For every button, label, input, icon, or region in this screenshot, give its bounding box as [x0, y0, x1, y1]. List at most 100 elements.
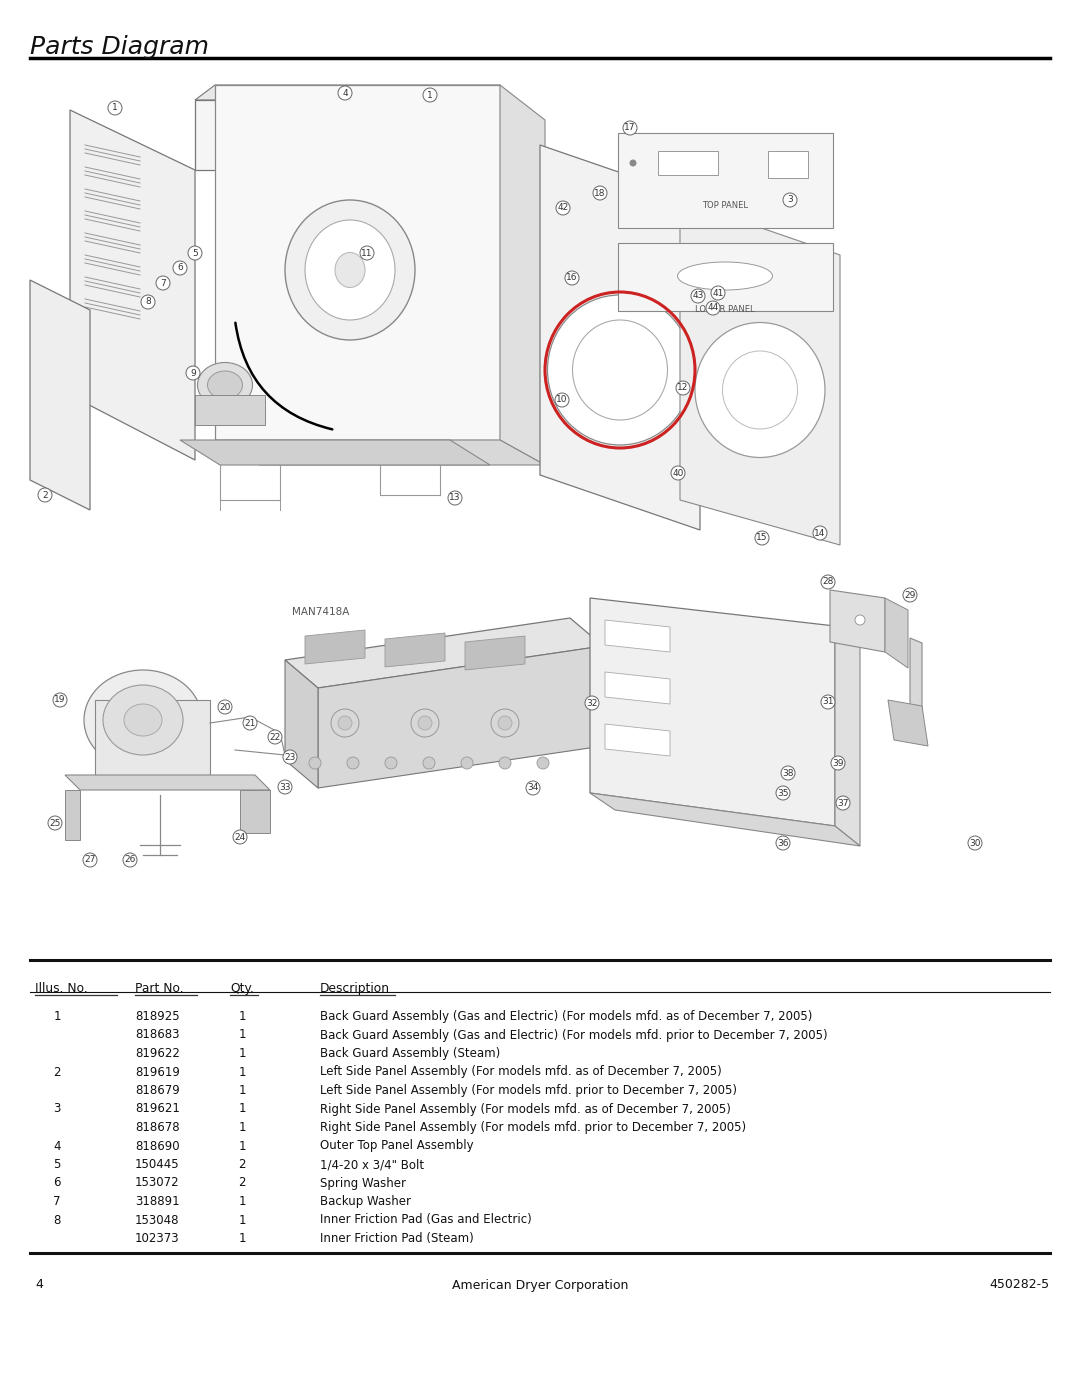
- Circle shape: [461, 757, 473, 768]
- Text: 33: 33: [280, 782, 291, 792]
- Ellipse shape: [84, 671, 202, 770]
- Circle shape: [755, 531, 769, 545]
- Polygon shape: [195, 85, 500, 101]
- Text: 7: 7: [160, 278, 166, 288]
- Text: 4: 4: [53, 1140, 60, 1153]
- Text: 34: 34: [527, 784, 539, 792]
- Text: 6: 6: [177, 264, 183, 272]
- Circle shape: [623, 122, 637, 136]
- Text: 10: 10: [556, 395, 568, 405]
- Circle shape: [268, 731, 282, 745]
- Circle shape: [448, 490, 462, 504]
- Text: Spring Washer: Spring Washer: [320, 1176, 406, 1189]
- Text: 153048: 153048: [135, 1214, 179, 1227]
- Text: 150445: 150445: [135, 1158, 179, 1171]
- Text: 32: 32: [586, 698, 597, 707]
- Text: Description: Description: [320, 982, 390, 995]
- Text: 818925: 818925: [135, 1010, 179, 1023]
- Circle shape: [783, 193, 797, 207]
- Circle shape: [330, 710, 359, 738]
- Ellipse shape: [335, 253, 365, 288]
- Text: 42: 42: [557, 204, 569, 212]
- Text: 2: 2: [53, 1066, 60, 1078]
- Circle shape: [499, 757, 511, 768]
- Text: 819619: 819619: [135, 1066, 180, 1078]
- Text: 12: 12: [677, 384, 689, 393]
- Text: 318891: 318891: [135, 1194, 179, 1208]
- Polygon shape: [285, 659, 318, 788]
- Text: 818679: 818679: [135, 1084, 179, 1097]
- Text: 1: 1: [239, 1084, 246, 1097]
- Text: Left Side Panel Assembly (For models mfd. prior to December 7, 2005): Left Side Panel Assembly (For models mfd…: [320, 1084, 737, 1097]
- Polygon shape: [618, 243, 833, 312]
- Polygon shape: [618, 133, 833, 228]
- Circle shape: [781, 766, 795, 780]
- Polygon shape: [65, 789, 80, 840]
- Text: 41: 41: [713, 289, 724, 298]
- Text: Part No.: Part No.: [135, 982, 184, 995]
- Text: MAN7418A: MAN7418A: [292, 608, 349, 617]
- Text: 29: 29: [904, 591, 916, 599]
- Text: 1: 1: [239, 1102, 246, 1115]
- Text: Back Guard Assembly (Steam): Back Guard Assembly (Steam): [320, 1046, 500, 1060]
- Text: 43: 43: [692, 292, 704, 300]
- Circle shape: [821, 694, 835, 710]
- Text: 39: 39: [833, 759, 843, 767]
- Text: 35: 35: [778, 788, 788, 798]
- Text: 21: 21: [244, 718, 256, 728]
- Text: 1: 1: [239, 1010, 246, 1023]
- Circle shape: [630, 161, 636, 166]
- Polygon shape: [680, 200, 840, 545]
- Polygon shape: [605, 724, 670, 756]
- Polygon shape: [605, 620, 670, 652]
- Polygon shape: [888, 700, 928, 746]
- Text: 36: 36: [778, 838, 788, 848]
- Ellipse shape: [696, 323, 825, 457]
- Polygon shape: [480, 85, 500, 170]
- Polygon shape: [885, 598, 908, 668]
- Polygon shape: [835, 626, 860, 847]
- Text: 1: 1: [53, 1010, 60, 1023]
- Text: 24: 24: [234, 833, 245, 841]
- Text: 26: 26: [124, 855, 136, 865]
- Circle shape: [384, 757, 397, 768]
- Text: 8: 8: [145, 298, 151, 306]
- Text: 38: 38: [782, 768, 794, 778]
- Polygon shape: [305, 630, 365, 664]
- Text: Back Guard Assembly (Gas and Electric) (For models mfd. prior to December 7, 200: Back Guard Assembly (Gas and Electric) (…: [320, 1028, 827, 1042]
- Circle shape: [360, 246, 374, 260]
- Circle shape: [53, 693, 67, 707]
- Text: Illus. No.: Illus. No.: [35, 982, 87, 995]
- Text: 4: 4: [342, 88, 348, 98]
- Circle shape: [831, 756, 845, 770]
- Circle shape: [338, 717, 352, 731]
- Text: 5: 5: [192, 249, 198, 257]
- Ellipse shape: [198, 362, 253, 408]
- Text: 819622: 819622: [135, 1046, 180, 1060]
- Circle shape: [423, 757, 435, 768]
- Polygon shape: [215, 440, 545, 465]
- Text: TOP PANEL: TOP PANEL: [702, 201, 748, 210]
- Circle shape: [418, 717, 432, 731]
- Text: 450282-5: 450282-5: [990, 1278, 1050, 1291]
- Text: 9: 9: [190, 369, 195, 377]
- Text: 1: 1: [239, 1232, 246, 1245]
- Circle shape: [83, 854, 97, 868]
- Polygon shape: [65, 775, 270, 789]
- Polygon shape: [658, 151, 718, 175]
- Ellipse shape: [305, 219, 395, 320]
- Ellipse shape: [124, 704, 162, 736]
- Polygon shape: [195, 101, 480, 170]
- Text: 13: 13: [449, 493, 461, 503]
- Circle shape: [537, 757, 549, 768]
- Circle shape: [671, 467, 685, 481]
- Text: Inner Friction Pad (Gas and Electric): Inner Friction Pad (Gas and Electric): [320, 1214, 531, 1227]
- Text: 818683: 818683: [135, 1028, 179, 1042]
- Polygon shape: [590, 598, 835, 826]
- Text: 1: 1: [239, 1140, 246, 1153]
- Text: 11: 11: [361, 249, 373, 257]
- Text: 27: 27: [84, 855, 96, 865]
- Circle shape: [526, 781, 540, 795]
- Circle shape: [691, 289, 705, 303]
- Text: 31: 31: [822, 697, 834, 707]
